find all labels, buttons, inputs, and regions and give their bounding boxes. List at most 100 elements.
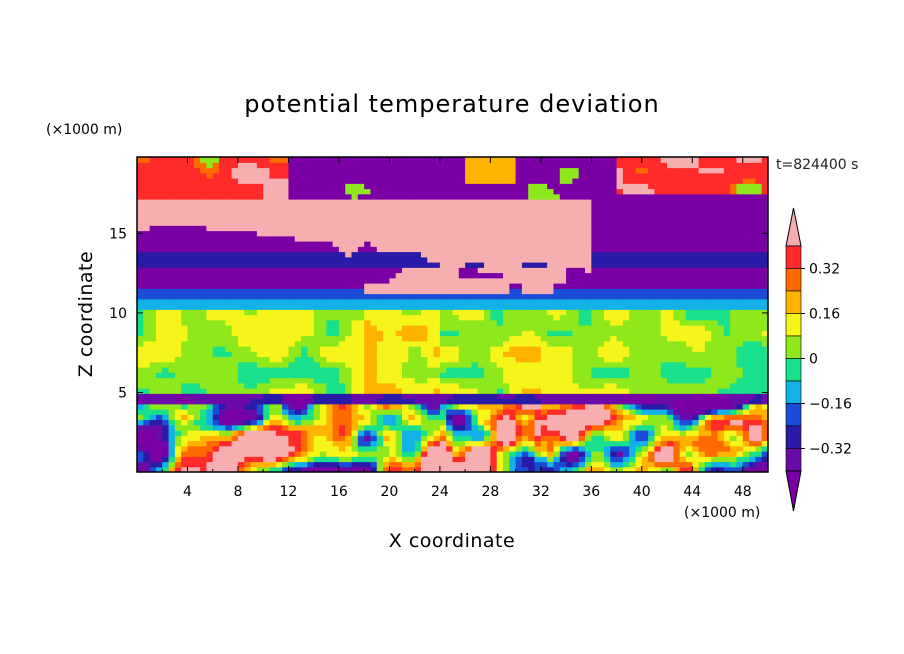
- field-cell: [679, 325, 687, 331]
- field-cell: [181, 314, 189, 321]
- field-cell: [490, 440, 498, 447]
- field-cell: [319, 451, 327, 457]
- field-cell: [635, 325, 643, 331]
- field-cell: [521, 335, 529, 342]
- field-cell: [376, 424, 384, 431]
- field-cell: [364, 272, 372, 279]
- field-cell: [212, 309, 220, 316]
- field-cell: [521, 304, 529, 310]
- field-cell: [282, 220, 290, 226]
- field-cell: [667, 440, 674, 447]
- field-cell: [319, 424, 327, 431]
- field-cell: [654, 267, 662, 274]
- field-cell: [654, 361, 662, 368]
- field-cell: [193, 466, 201, 472]
- field-cell: [162, 430, 170, 436]
- field-cell: [237, 283, 245, 289]
- field-cell: [755, 356, 763, 363]
- field-cell: [509, 340, 517, 347]
- field-cell: [408, 377, 416, 384]
- field-cell: [471, 372, 479, 379]
- field-cell: [376, 440, 384, 447]
- field-cell: [515, 409, 523, 415]
- field-cell: [389, 256, 397, 263]
- field-cell: [250, 267, 258, 274]
- field-cell: [585, 319, 592, 326]
- field-cell: [559, 241, 567, 247]
- field-cell: [692, 430, 700, 436]
- field-cell: [742, 309, 750, 316]
- field-cell: [307, 251, 315, 258]
- field-cell: [155, 319, 163, 326]
- field-cell: [307, 293, 315, 300]
- field-cell: [585, 361, 592, 368]
- field-cell: [137, 340, 144, 347]
- field-cell: [730, 283, 738, 289]
- field-cell: [736, 288, 744, 295]
- field-cell: [717, 419, 725, 426]
- field-cell: [458, 403, 466, 410]
- field-cell: [761, 430, 768, 436]
- field-cell: [698, 346, 706, 352]
- field-cell: [484, 351, 491, 358]
- field-cell: [477, 325, 485, 331]
- field-cell: [528, 293, 536, 300]
- field-cell: [603, 340, 611, 347]
- field-cell: [345, 372, 353, 379]
- field-cell: [143, 367, 151, 373]
- field-cell: [723, 440, 731, 447]
- field-cell: [515, 251, 523, 258]
- field-cell: [193, 241, 201, 247]
- field-cell: [685, 288, 693, 295]
- field-cell: [206, 220, 214, 226]
- field-cell: [629, 466, 637, 472]
- field-cell: [250, 335, 258, 342]
- field-cell: [717, 277, 725, 284]
- field-cell: [452, 430, 460, 436]
- field-cell: [471, 235, 479, 242]
- field-cell: [477, 435, 485, 442]
- field-cell: [427, 241, 435, 247]
- field-cell: [679, 314, 687, 321]
- field-cell: [282, 372, 290, 379]
- field-cell: [648, 430, 656, 436]
- field-cell: [698, 445, 706, 452]
- field-cell: [660, 377, 668, 384]
- field-cell: [269, 325, 277, 331]
- field-cell: [427, 351, 435, 358]
- field-cell: [610, 319, 618, 326]
- field-cell: [761, 335, 768, 342]
- field-cell: [679, 267, 687, 274]
- field-cell: [717, 403, 725, 410]
- field-cell: [294, 340, 302, 347]
- field-cell: [736, 230, 744, 237]
- field-cell: [692, 283, 700, 289]
- field-cell: [357, 330, 365, 337]
- field-cell: [648, 330, 656, 337]
- field-cell: [603, 277, 611, 284]
- field-cell: [219, 377, 226, 384]
- field-cell: [540, 283, 548, 289]
- field-cell: [250, 351, 258, 358]
- field-cell: [364, 298, 372, 305]
- field-cell: [408, 220, 416, 226]
- field-cell: [704, 298, 712, 305]
- field-cell: [294, 451, 302, 457]
- field-cell: [319, 304, 327, 310]
- field-cell: [458, 293, 466, 300]
- field-cell: [685, 220, 693, 226]
- field-cell: [446, 340, 454, 347]
- field-cell: [723, 277, 731, 284]
- field-cell: [673, 235, 681, 242]
- field-cell: [578, 466, 586, 472]
- field-cell: [439, 246, 447, 253]
- field-cell: [395, 335, 403, 342]
- field-cell: [345, 256, 353, 263]
- field-cell: [471, 393, 479, 400]
- field-cell: [200, 235, 208, 242]
- field-cell: [452, 267, 460, 274]
- field-cell: [370, 382, 378, 389]
- field-cell: [540, 293, 548, 300]
- field-cell: [528, 241, 536, 247]
- field-cell: [528, 335, 536, 342]
